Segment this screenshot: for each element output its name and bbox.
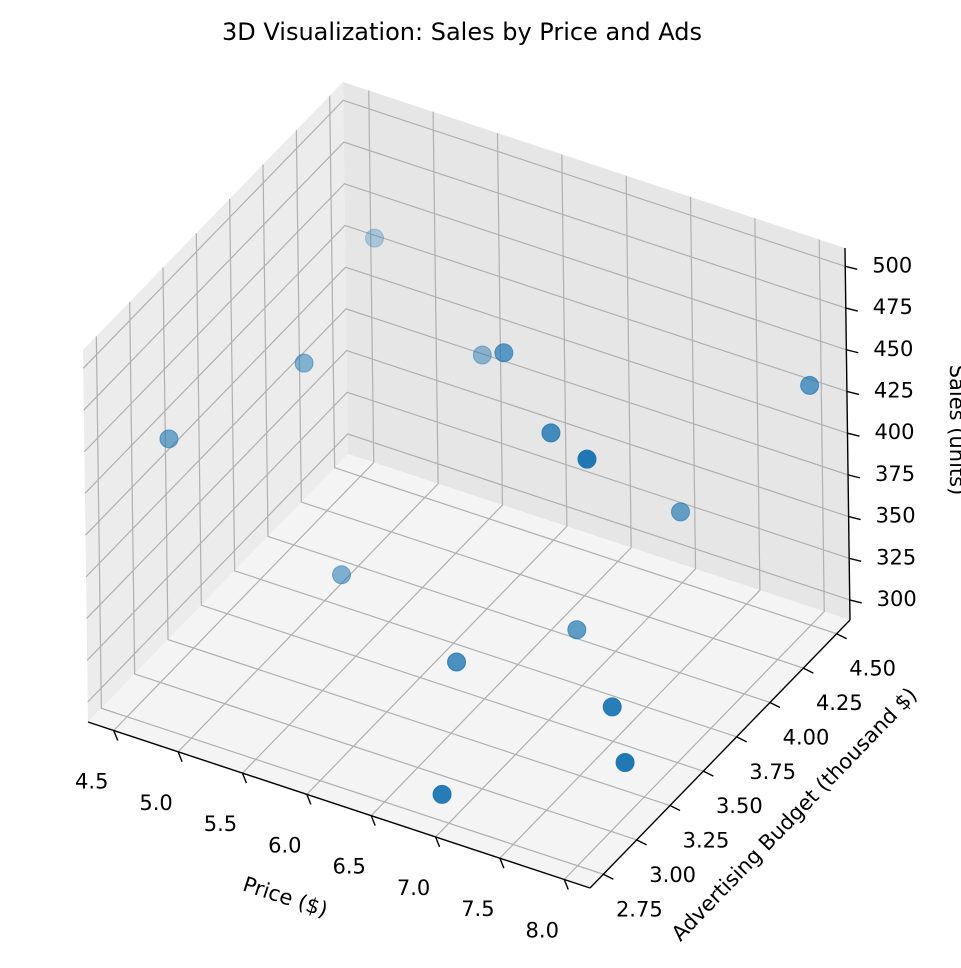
- data-point: [577, 449, 597, 469]
- x-tick-label: 8.0: [526, 918, 559, 942]
- z-tick-label: 375: [875, 462, 915, 486]
- z-tick-mark: [848, 515, 861, 521]
- panes: [83, 82, 850, 888]
- x-tick-label: 7.5: [461, 897, 494, 921]
- x-axis-label: Price ($): [240, 872, 331, 922]
- x-tick-label: 5.0: [139, 791, 172, 815]
- x-tick-mark: [177, 751, 183, 763]
- data-point: [447, 652, 467, 672]
- z-tick-label: 325: [876, 545, 916, 569]
- y-tick-mark: [636, 839, 647, 846]
- y-tick-label: 3.50: [716, 794, 763, 818]
- data-point: [472, 345, 492, 365]
- z-tick-label: 475: [873, 295, 913, 319]
- grid-line: [262, 164, 771, 704]
- grid-line: [87, 433, 850, 703]
- grid-line: [177, 111, 439, 753]
- grid-line: [329, 95, 837, 635]
- data-point: [541, 423, 561, 443]
- y-tick-mark: [769, 701, 781, 709]
- y-tick-label: 3.25: [683, 829, 730, 853]
- z-tick-label: 350: [876, 504, 916, 528]
- z-tick-label: 500: [872, 253, 912, 277]
- z-tick-mark: [847, 432, 860, 437]
- y-tick-mark: [736, 736, 747, 743]
- grid-line: [370, 175, 632, 817]
- z-tick-mark: [845, 265, 858, 271]
- data-point: [602, 697, 622, 717]
- grid-line: [195, 233, 704, 772]
- data-point: [615, 752, 635, 772]
- y-tick-mark: [669, 804, 681, 812]
- x-tick-mark: [113, 730, 119, 741]
- grid-line: [435, 196, 697, 838]
- grid-line: [82, 99, 846, 369]
- x-tick-label: 7.0: [397, 876, 430, 900]
- y-tick-label: 4.50: [849, 657, 896, 681]
- data-point: [432, 784, 452, 804]
- x-axis-line: [87, 721, 591, 889]
- z-axis-line: [844, 247, 851, 621]
- y-axis-line: [589, 619, 851, 889]
- data-point: [567, 620, 587, 640]
- grid-line: [86, 349, 849, 619]
- y-tick-mark: [836, 633, 847, 640]
- floor-pane: [88, 454, 850, 888]
- grid-line: [129, 301, 637, 841]
- z-axis-label: Sales (units): [945, 365, 961, 496]
- z-tick-mark: [846, 390, 860, 396]
- z-tick-label: 425: [874, 378, 914, 402]
- data-point: [365, 228, 385, 248]
- y-tick-mark: [603, 873, 614, 880]
- grid-line: [162, 267, 671, 807]
- z-tick-mark: [849, 557, 862, 562]
- x-tick-label: 6.5: [332, 855, 365, 879]
- grid-line: [83, 183, 847, 453]
- grid-line: [85, 308, 849, 578]
- grid-line: [95, 336, 604, 875]
- z-tick-label: 450: [873, 337, 913, 361]
- x-tick-label: 4.5: [75, 770, 108, 794]
- grid-line: [295, 130, 804, 669]
- z-tick-label: 400: [874, 420, 914, 444]
- x-tick-mark: [563, 879, 569, 890]
- grid-line: [242, 133, 504, 774]
- back-pane: [343, 82, 850, 620]
- grid-line: [113, 90, 375, 731]
- grid-line: [306, 154, 568, 795]
- x-tick-label: 5.5: [204, 812, 237, 836]
- z-tick-mark: [847, 474, 861, 479]
- chart-title: 3D Visualization: Sales by Price and Ads: [222, 18, 702, 46]
- data-point: [670, 502, 690, 522]
- y-tick-label: 3.75: [749, 760, 796, 784]
- y-tick-label: 4.25: [816, 691, 863, 715]
- x-tick-mark: [434, 836, 441, 848]
- x-tick-label: 6.0: [268, 833, 301, 857]
- data-point: [332, 565, 352, 585]
- grid-line: [499, 218, 761, 859]
- x-tick-mark: [306, 794, 312, 805]
- data-point: [494, 343, 514, 363]
- z-tick-mark: [846, 349, 859, 354]
- grid-line: [229, 198, 737, 738]
- y-tick-mark: [803, 667, 814, 674]
- y-tick-label: 2.75: [616, 897, 663, 921]
- data-point: [800, 375, 820, 395]
- z-tick-mark: [849, 599, 862, 604]
- grid-line: [83, 141, 846, 411]
- x-tick-mark: [370, 815, 376, 826]
- grid-line: [563, 239, 825, 880]
- y-tick-label: 4.00: [783, 725, 830, 749]
- grid-line: [84, 224, 848, 494]
- z-tick-mark: [845, 307, 858, 312]
- z-tick-label: 300: [877, 587, 917, 611]
- data-point: [159, 429, 179, 449]
- data-point: [294, 353, 314, 373]
- y-tick-mark: [703, 770, 714, 777]
- y-tick-label: 3.00: [649, 863, 696, 887]
- x-tick-mark: [499, 857, 505, 869]
- x-tick-mark: [241, 772, 248, 784]
